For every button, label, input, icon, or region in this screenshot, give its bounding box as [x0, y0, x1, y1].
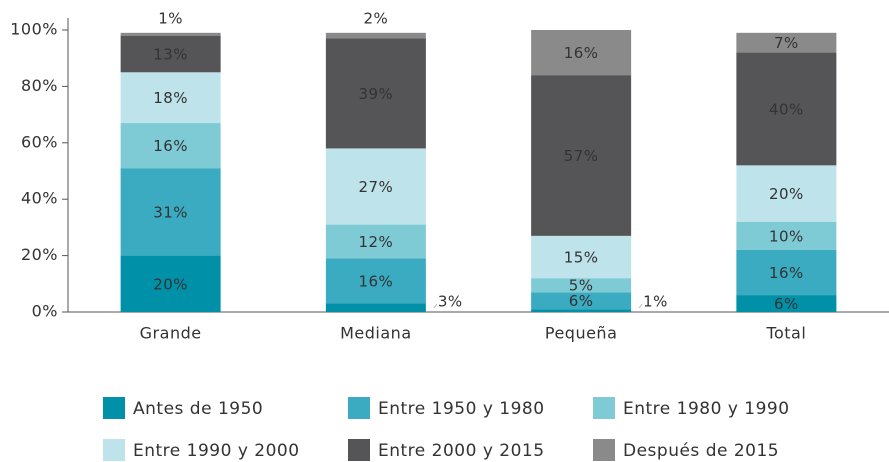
- legend-label: Entre 2000 y 2015: [378, 441, 545, 461]
- bar-segment: [325, 224, 426, 259]
- bar-segment: [531, 75, 632, 236]
- bar-segment: [736, 32, 837, 53]
- data-label: 20%: [769, 185, 804, 203]
- legend-label: Entre 1980 y 1990: [623, 399, 790, 419]
- legend-label: Entre 1990 y 2000: [133, 441, 300, 461]
- y-tick-label: 40%: [21, 189, 58, 208]
- bar-segment: [736, 165, 837, 222]
- bar-segment: [120, 32, 221, 36]
- x-tick-label: Mediana: [340, 324, 412, 343]
- data-label: 57%: [564, 147, 599, 165]
- bar-segment: [120, 123, 221, 169]
- y-tick-label: 0%: [32, 302, 58, 321]
- data-label: 7%: [774, 34, 799, 52]
- legend-swatch: [103, 397, 125, 419]
- data-label: 10%: [769, 227, 804, 245]
- bar-segment: [325, 38, 426, 149]
- bar-segment: [531, 30, 632, 76]
- data-label: 3%: [438, 293, 463, 311]
- legend-label: Después de 2015: [623, 441, 779, 461]
- data-label: 2%: [363, 9, 388, 27]
- bar-segment: [325, 303, 426, 312]
- x-tick-label: Grande: [140, 324, 202, 343]
- data-label: 1%: [643, 293, 668, 311]
- data-label: 20%: [153, 275, 188, 293]
- data-label: 16%: [358, 272, 393, 290]
- data-label: 16%: [153, 137, 188, 155]
- legend-swatch: [103, 439, 125, 461]
- y-tick-label: 60%: [21, 132, 58, 151]
- data-label: 12%: [358, 233, 393, 251]
- y-tick-label: 20%: [21, 245, 58, 264]
- bar-segment: [120, 35, 221, 73]
- legend-swatch: [348, 397, 370, 419]
- leader-line: [638, 303, 643, 309]
- bar-segment: [736, 249, 837, 296]
- data-label: 39%: [358, 85, 393, 103]
- legend-swatch: [593, 397, 615, 419]
- data-label: 31%: [153, 203, 188, 221]
- bar-segment: [531, 309, 632, 312]
- x-tick-label: Pequeña: [545, 324, 618, 343]
- data-label: 40%: [769, 100, 804, 118]
- bar-segment: [531, 235, 632, 279]
- bar-segment: [736, 221, 837, 250]
- bar-segment: [736, 52, 837, 166]
- data-label: 15%: [564, 249, 599, 267]
- data-label: 13%: [153, 45, 188, 63]
- legend-label: Entre 1950 y 1980: [378, 399, 545, 419]
- legend-swatch: [593, 439, 615, 461]
- leader-line: [433, 303, 438, 309]
- data-label: 5%: [569, 277, 594, 295]
- bar-segment: [120, 255, 221, 312]
- data-label: 6%: [774, 295, 799, 313]
- data-label: 16%: [769, 264, 804, 282]
- data-label: 16%: [564, 44, 599, 62]
- data-label: 1%: [158, 9, 183, 27]
- bar-segment: [531, 278, 632, 293]
- y-tick-label: 100%: [10, 20, 58, 39]
- data-label: 27%: [358, 178, 393, 196]
- data-label: 18%: [153, 89, 188, 107]
- bar-segment: [120, 168, 221, 256]
- bar-segment: [531, 292, 632, 310]
- y-tick-label: 80%: [21, 76, 58, 95]
- bar-segment: [325, 32, 426, 39]
- data-label: 6%: [569, 292, 594, 310]
- legend-swatch: [348, 439, 370, 461]
- bar-segment: [325, 148, 426, 225]
- bar-segment: [736, 295, 837, 312]
- x-tick-label: Total: [765, 324, 806, 343]
- bar-segment: [120, 72, 221, 124]
- legend-label: Antes de 1950: [133, 399, 263, 419]
- bar-segment: [325, 258, 426, 304]
